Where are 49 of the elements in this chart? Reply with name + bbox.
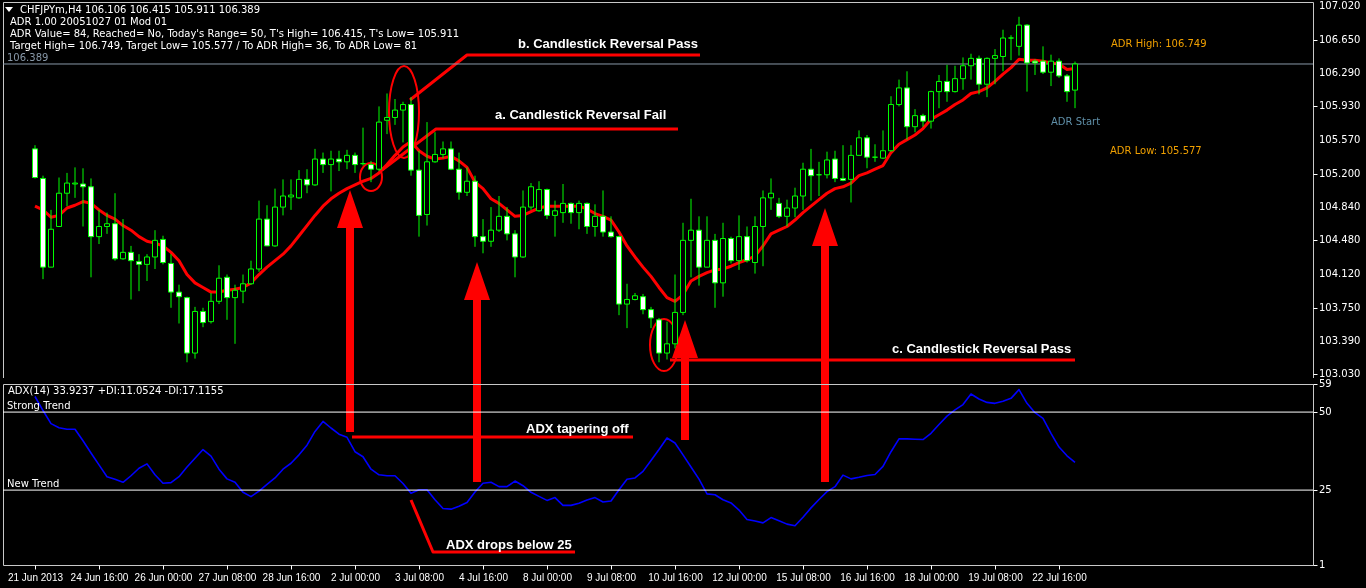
y-tick-label: 106.650 (1319, 33, 1361, 45)
ref-line-label: New Trend (7, 478, 60, 490)
annotation: c. Candlestick Reversal Pass (892, 341, 1072, 356)
annotation: ADX tapering off (526, 421, 629, 436)
y-tick-label: 59 (1319, 378, 1332, 389)
y-tick-label: 104.120 (1319, 267, 1361, 279)
chart-title: ADX(14) 33.9237 +DI:11.0524 -DI:17.1155 (8, 385, 224, 397)
text: ADR High: 106.749 (1111, 38, 1207, 50)
y-tick-label: 106.290 (1319, 67, 1361, 79)
x-tick-label: 16 Jul 16:00 (840, 571, 896, 583)
ref-line-label: Strong Trend (7, 400, 71, 412)
annotation: ADX drops below 25 (446, 537, 572, 552)
text: ADR Low: 105.577 (1110, 145, 1202, 157)
y-tick-label: 104.480 (1319, 234, 1361, 246)
annotation: ADR Start (1051, 116, 1101, 128)
annotation: Target High= 106.749, Target Low= 105.577 / To ADR High= 36, To ADR Low= 81 (10, 40, 418, 52)
ref-line-label: 106.389 (7, 51, 49, 63)
annotation: ADR 1.00 20051027 01 Mod 01 (10, 16, 168, 28)
annotation: a. Candlestick Reversal Fail (495, 107, 667, 122)
y-tick-label: 50 (1319, 406, 1332, 418)
y-tick-label: 105.570 (1319, 133, 1361, 145)
y-tick-label: 105.200 (1319, 167, 1361, 179)
x-tick-label: 2 Jul 00:00 (331, 571, 381, 583)
x-tick-label: 8 Jul 00:00 (523, 571, 573, 583)
y-tick-label: 25 (1319, 484, 1332, 496)
y-tick-label: 107.020 (1319, 0, 1361, 11)
chart-title: CHFJPYm,H4 106.106 106.415 105.911 106.389 (20, 4, 261, 16)
x-tick-label: 4 Jul 16:00 (459, 571, 509, 583)
y-tick-label: 105.930 (1319, 100, 1361, 112)
y-tick-label: 104.840 (1319, 201, 1361, 213)
x-tick-label: 24 Jun 16:00 (70, 571, 129, 583)
x-tick-label: 10 Jul 16:00 (648, 571, 704, 583)
x-tick-label: 18 Jul 00:00 (904, 571, 960, 583)
y-tick-label: 1 (1319, 559, 1326, 570)
x-tick-label: 27 Jun 08:00 (198, 571, 257, 583)
x-tick-label: 21 Jun 2013 (7, 571, 64, 583)
x-tick-label: 28 Jun 16:00 (262, 571, 321, 583)
y-tick-label: 103.030 (1319, 368, 1361, 380)
x-tick-label: 3 Jul 08:00 (395, 571, 445, 583)
x-tick-label: 19 Jul 08:00 (968, 571, 1024, 583)
annotation: ADR Value= 84, Reached= No, Today's Range= 50, T's High= 106.415, T's Low= 105.911 (10, 28, 460, 40)
x-tick-label: 22 Jul 16:00 (1032, 571, 1088, 583)
y-tick-label: 103.390 (1319, 335, 1361, 347)
x-tick-label: 26 Jun 00:00 (134, 571, 193, 583)
annotation: b. Candlestick Reversal Pass (518, 36, 698, 51)
y-tick-label: 103.750 (1319, 301, 1361, 313)
x-tick-label: 9 Jul 08:00 (587, 571, 637, 583)
x-tick-label: 15 Jul 08:00 (776, 571, 832, 583)
x-tick-label: 12 Jul 00:00 (712, 571, 768, 583)
